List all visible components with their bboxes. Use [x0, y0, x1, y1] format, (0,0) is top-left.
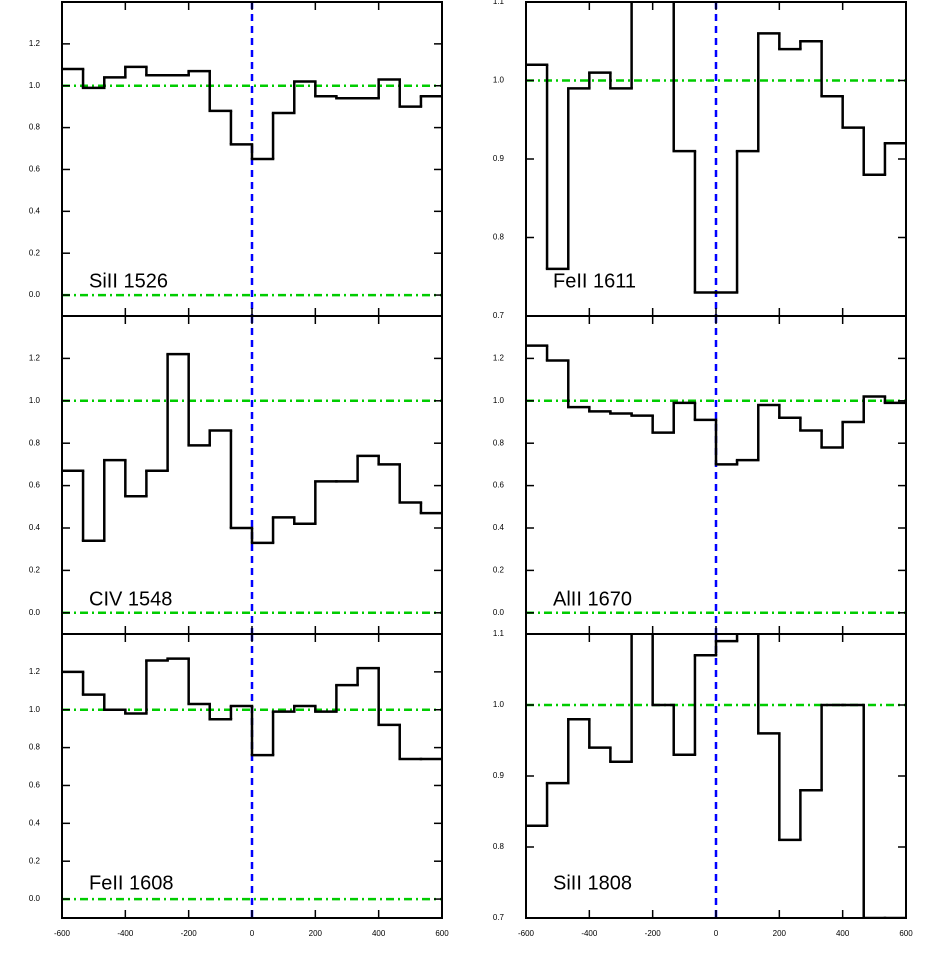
x-tick-label: -400	[117, 929, 134, 938]
panel-label: FeII 1611	[553, 270, 636, 292]
y-tick-label: 1.2	[29, 354, 41, 363]
y-tick-label: 0.8	[493, 233, 505, 242]
panel-label: SiII 1526	[89, 270, 168, 292]
x-tick-label: -200	[645, 929, 662, 938]
plot-area	[62, 2, 442, 316]
step-joins	[545, 345, 887, 465]
plot-area	[526, 316, 906, 634]
step-joins	[81, 354, 423, 543]
y-tick-label: 0.7	[493, 311, 505, 320]
y-tick-label: 0.8	[29, 438, 41, 447]
panel: 0.7 0.8 0.9 1.0 1.1 -600 -400 -200 0 200 400 600 SiI…	[493, 629, 913, 938]
x-tick-label: -600	[54, 929, 71, 938]
panel: 0.0 0.2 0.4 0.6 0.8 1.0 1.2 AlII 1670	[493, 315, 907, 635]
y-tick-label: 1.0	[493, 700, 505, 709]
y-tick-label: 0.4	[29, 523, 41, 532]
x-tick-label: -600	[518, 929, 535, 938]
x-tick-label: -200	[181, 929, 198, 938]
y-tick-label: 0.4	[493, 523, 505, 532]
y-tick-label: 1.1	[493, 0, 505, 6]
y-tick-label: 1.2	[493, 354, 505, 363]
y-tick-label: 0.2	[29, 856, 41, 865]
x-tick-label: 600	[899, 929, 913, 938]
y-tick-label: 1.0	[29, 396, 41, 405]
panel-frame	[525, 633, 907, 919]
y-tick-label: 0.8	[493, 842, 505, 851]
plot-area	[526, 634, 906, 918]
x-tick-label: 400	[836, 929, 850, 938]
y-tick-label: 0.2	[29, 248, 41, 257]
x-tick-label: 400	[372, 929, 386, 938]
y-tick-label: 0.6	[29, 481, 41, 490]
panel-label: CIV 1548	[89, 588, 172, 610]
y-tick-label: 0.8	[493, 438, 505, 447]
y-tick-label: 1.0	[493, 396, 505, 405]
y-tick-label: 0.6	[493, 481, 505, 490]
y-tick-label: 0.0	[29, 894, 41, 903]
y-tick-label: 1.0	[29, 81, 41, 90]
panel-frame	[61, 633, 443, 919]
y-tick-label: 1.0	[29, 705, 41, 714]
x-tick-label: 0	[250, 929, 255, 938]
y-tick-label: 0.4	[29, 206, 41, 215]
plot-area	[62, 316, 442, 634]
panel-label: SiII 1808	[553, 872, 632, 894]
step-joins	[81, 658, 401, 759]
y-tick-label: 0.9	[493, 771, 505, 780]
y-tick-label: 0.9	[493, 154, 505, 163]
plot-area	[526, 2, 906, 316]
y-tick-label: 0.8	[29, 123, 41, 132]
y-tick-label: 0.0	[29, 290, 41, 299]
x-tick-label: 200	[309, 929, 323, 938]
y-tick-label: 0.2	[493, 566, 505, 575]
y-tick-label: 0.0	[493, 608, 505, 617]
y-tick-label: 1.2	[29, 667, 41, 676]
y-tick-label: 1.1	[493, 629, 505, 638]
y-tick-label: 1.2	[29, 39, 41, 48]
panel-label: FeII 1608	[89, 872, 174, 894]
x-tick-label: 0	[714, 929, 719, 938]
y-tick-label: 0.8	[29, 743, 41, 752]
step-joins	[545, 634, 865, 918]
panel: 0.0 0.2 0.4 0.6 0.8 1.0 1.2 -600 -400 -200 0 200 400…	[29, 633, 449, 938]
panel-label: AlII 1670	[553, 588, 632, 610]
panel: 0.0 0.2 0.4 0.6 0.8 1.0 1.2 SiII 1526	[29, 1, 443, 317]
step-joins	[545, 2, 887, 293]
y-tick-label: 0.4	[29, 818, 41, 827]
panel: 0.0 0.2 0.4 0.6 0.8 1.0 1.2 CIV 1548	[29, 315, 443, 635]
plot-area	[62, 634, 442, 918]
x-tick-label: -400	[581, 929, 598, 938]
y-tick-label: 0.6	[29, 781, 41, 790]
panel: 0.7 0.8 0.9 1.0 1.1 FeII 1611	[493, 0, 907, 320]
y-tick-label: 0.7	[493, 913, 505, 922]
y-tick-label: 0.2	[29, 566, 41, 575]
y-tick-label: 0.6	[29, 165, 41, 174]
x-tick-label: 600	[435, 929, 449, 938]
x-tick-label: 200	[773, 929, 787, 938]
y-tick-label: 0.0	[29, 608, 41, 617]
y-tick-label: 1.0	[493, 76, 505, 85]
